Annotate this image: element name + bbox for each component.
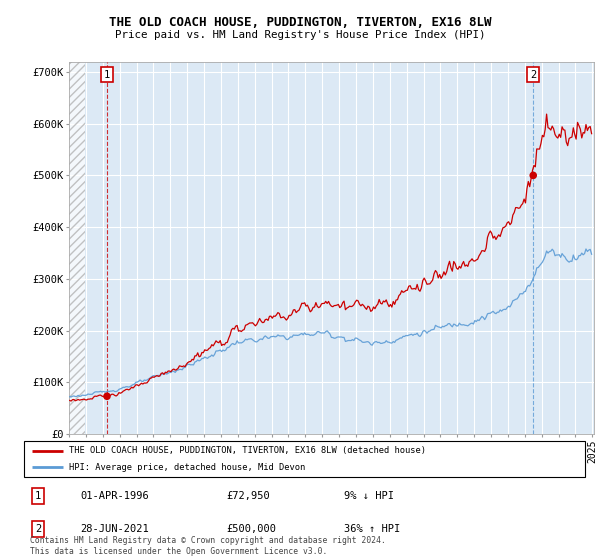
Text: 1: 1 xyxy=(35,492,41,501)
Text: 28-JUN-2021: 28-JUN-2021 xyxy=(80,524,149,534)
Text: £72,950: £72,950 xyxy=(226,492,270,501)
Text: £500,000: £500,000 xyxy=(226,524,276,534)
Text: 9% ↓ HPI: 9% ↓ HPI xyxy=(344,492,394,501)
Text: HPI: Average price, detached house, Mid Devon: HPI: Average price, detached house, Mid … xyxy=(69,463,305,472)
Text: THE OLD COACH HOUSE, PUDDINGTON, TIVERTON, EX16 8LW (detached house): THE OLD COACH HOUSE, PUDDINGTON, TIVERTO… xyxy=(69,446,426,455)
FancyBboxPatch shape xyxy=(24,441,585,477)
Text: THE OLD COACH HOUSE, PUDDINGTON, TIVERTON, EX16 8LW: THE OLD COACH HOUSE, PUDDINGTON, TIVERTO… xyxy=(109,16,491,29)
Text: 2: 2 xyxy=(530,69,536,80)
Text: 2: 2 xyxy=(35,524,41,534)
Text: 01-APR-1996: 01-APR-1996 xyxy=(80,492,149,501)
Text: 1: 1 xyxy=(104,69,110,80)
Text: 36% ↑ HPI: 36% ↑ HPI xyxy=(344,524,400,534)
Text: Price paid vs. HM Land Registry's House Price Index (HPI): Price paid vs. HM Land Registry's House … xyxy=(115,30,485,40)
Point xyxy=(102,392,112,401)
Point xyxy=(529,171,538,180)
Polygon shape xyxy=(69,62,85,434)
Text: Contains HM Land Registry data © Crown copyright and database right 2024.
This d: Contains HM Land Registry data © Crown c… xyxy=(30,536,386,556)
